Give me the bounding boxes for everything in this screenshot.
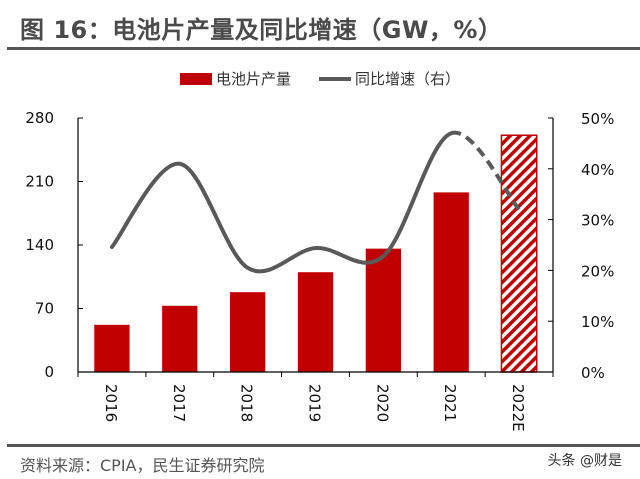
left-tick-label: 280	[25, 109, 54, 127]
x-tick-label: 2021	[441, 384, 459, 422]
top-divider	[7, 47, 640, 50]
legend: 电池片产量 同比增速（右）	[0, 68, 640, 89]
x-tick-label: 2016	[102, 384, 120, 422]
x-tick-label: 2020	[373, 384, 391, 422]
bar-2018	[230, 292, 266, 372]
chart-title: 图 16：电池片产量及同比增速（GW，%）	[20, 16, 503, 44]
bar-2017	[162, 305, 198, 372]
right-tick-label: 40%	[581, 161, 614, 179]
legend-bar-label: 电池片产量	[215, 70, 291, 88]
bar-2022E	[500, 134, 538, 373]
right-tick-label: 20%	[581, 262, 614, 280]
legend-item-bar: 电池片产量	[179, 68, 291, 89]
growth-line	[109, 131, 454, 274]
left-tick-label: 210	[25, 173, 54, 191]
x-tick-label: 2018	[238, 384, 256, 422]
right-tick-label: 10%	[581, 313, 614, 331]
bar-2021	[433, 192, 469, 372]
x-tick-label: 2022E	[509, 384, 527, 432]
x-tick-label: 2017	[170, 384, 188, 422]
left-tick-label: 0	[44, 363, 54, 381]
bottom-divider	[7, 444, 640, 447]
source-note: 资料来源：CPIA，民生证券研究院	[20, 456, 265, 475]
legend-bar-swatch	[179, 72, 212, 85]
growth-line-forecast	[450, 130, 521, 211]
left-tick-label: 140	[25, 236, 54, 254]
bar-2016	[94, 324, 130, 372]
bar-2019	[297, 272, 334, 372]
x-tick-label: 2019	[306, 384, 324, 422]
legend-line-swatch	[319, 76, 351, 81]
right-tick-label: 30%	[581, 212, 614, 230]
left-tick-label: 70	[35, 300, 54, 318]
watermark: 头条 @财是	[547, 453, 622, 469]
legend-item-line: 同比增速（右）	[319, 68, 460, 89]
right-tick-label: 50%	[581, 110, 614, 128]
right-tick-label: 0%	[581, 364, 605, 382]
legend-line-label: 同比增速（右）	[355, 70, 461, 88]
bar-2020	[365, 248, 401, 372]
